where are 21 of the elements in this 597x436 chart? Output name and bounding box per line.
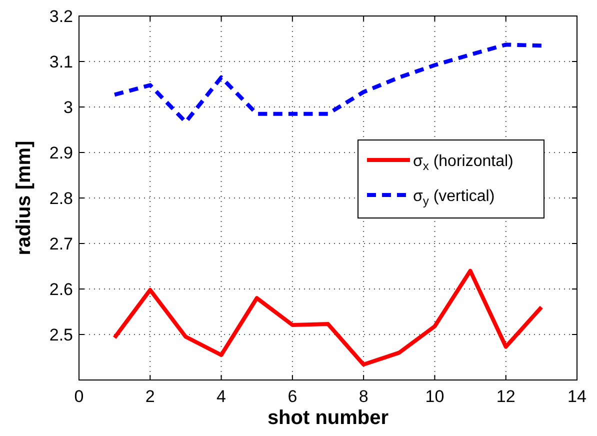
- x-axis-title: shot number: [267, 407, 389, 429]
- y-tick-label: 2.9: [49, 144, 73, 162]
- x-tick-label: 10: [425, 387, 444, 406]
- y-tick-label: 2.8: [49, 189, 73, 208]
- legend-label: σ$_{x}$ (horizontal): [413, 153, 514, 173]
- y-axis-title: radius [mm]: [13, 140, 35, 256]
- y-tick-label: 3: [64, 98, 73, 117]
- legend-label: σ$_{y}$ (vertical): [413, 188, 495, 208]
- x-tick-label: 12: [496, 387, 516, 406]
- x-tick-label: 6: [288, 387, 298, 406]
- x-tick-label: 2: [145, 387, 155, 406]
- y-tick-label: 2.6: [49, 280, 73, 299]
- x-tick-label: 8: [358, 387, 368, 406]
- x-tick-label: 4: [216, 387, 226, 406]
- x-tick-label: 14: [568, 387, 586, 406]
- x-tick-label: 0: [74, 387, 84, 406]
- line-series: [112, 268, 544, 367]
- y-tick-label: 2.5: [49, 326, 73, 344]
- y-tick-label: 3.2: [49, 7, 73, 26]
- y-tick-label: 2.7: [49, 234, 73, 254]
- y-tick-label: 3.1: [49, 52, 73, 72]
